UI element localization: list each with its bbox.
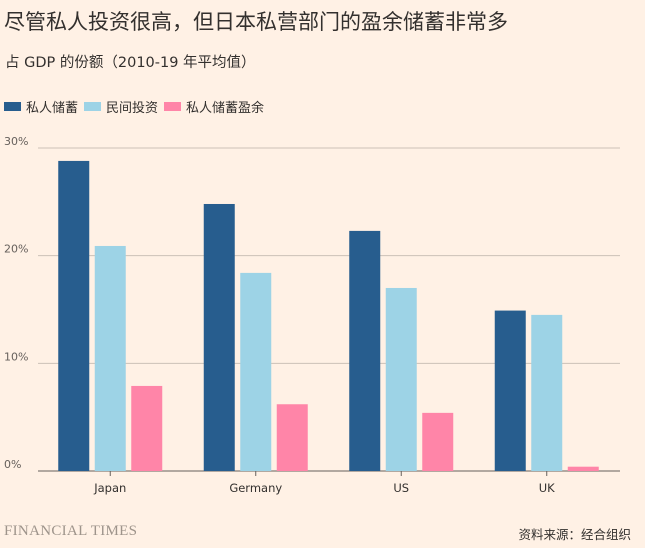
y-tick-label: 30% <box>4 135 28 148</box>
legend-item-private-savings: 私人储蓄 <box>4 97 78 116</box>
bar-japan-0 <box>58 160 90 472</box>
legend-item-savings-surplus: 私人储蓄盈余 <box>164 97 264 116</box>
bar-germany-2 <box>276 404 308 471</box>
y-tick-label: 0% <box>4 458 21 471</box>
bar-us-2 <box>422 412 454 471</box>
bar-japan-2 <box>131 385 163 471</box>
chart-title: 尽管私人投资很高，但日本私营部门的盈余储蓄非常多 <box>4 10 508 34</box>
source-note: 资料来源：经合组织 <box>518 527 631 542</box>
legend-swatch <box>164 102 182 111</box>
x-tick-label: Germany <box>229 481 282 495</box>
bar-japan-1 <box>94 245 126 471</box>
chart-subtitle: 占 GDP 的份额（2010-19 年平均值） <box>5 55 256 71</box>
x-tick-label: UK <box>539 481 555 495</box>
legend-label: 私人储蓄盈余 <box>186 101 265 116</box>
legend-label: 私人储蓄 <box>26 101 79 116</box>
bar-us-0 <box>349 230 381 471</box>
x-tick-label: US <box>393 481 409 495</box>
legend: 私人储蓄 民间投资 私人储蓄盈余 <box>4 97 270 116</box>
bar-germany-0 <box>203 203 235 471</box>
x-tick-label: Japan <box>93 481 126 495</box>
legend-swatch <box>84 102 102 111</box>
legend-label: 民间投资 <box>106 101 159 116</box>
y-tick-label: 10% <box>4 350 28 363</box>
y-tick-label: 20% <box>4 243 28 256</box>
bar-uk-0 <box>494 310 526 471</box>
legend-swatch <box>4 102 21 111</box>
legend-item-private-investment: 民间投资 <box>84 97 158 116</box>
bar-uk-2 <box>567 466 599 471</box>
bar-uk-1 <box>531 314 563 471</box>
ft-logo: FINANCIAL TIMES <box>4 523 138 539</box>
bar-germany-1 <box>240 272 272 471</box>
bar-us-1 <box>385 287 417 471</box>
